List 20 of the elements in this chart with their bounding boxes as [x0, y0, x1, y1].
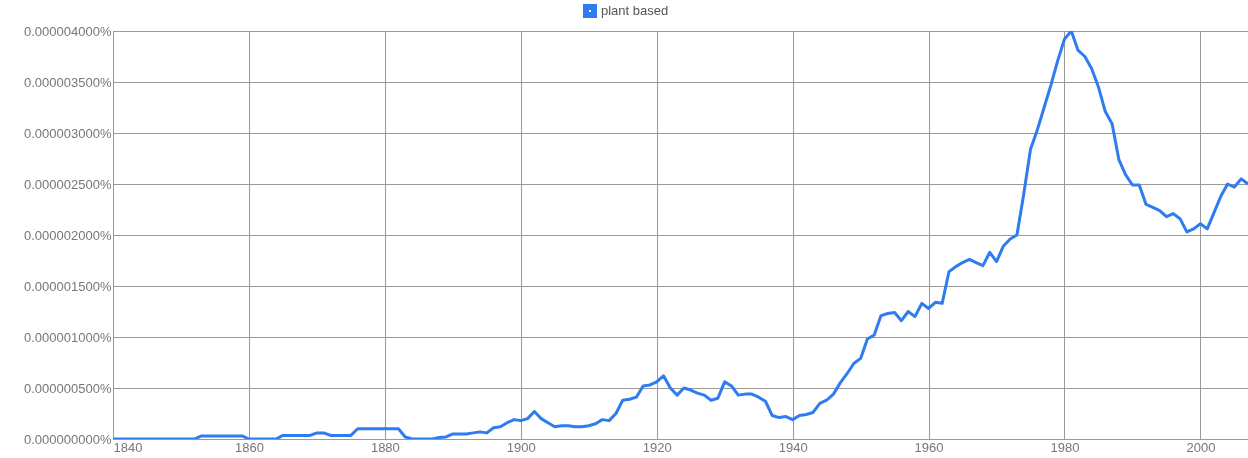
x-tick-label: 2000 [1186, 439, 1216, 455]
y-tick-label: 0.000000000% [24, 431, 112, 447]
y-tick-label: 0.000003000% [24, 125, 112, 141]
legend-label: plant based [601, 3, 669, 18]
x-tick-label: 1860 [234, 439, 264, 455]
y-tick-label: 0.000000500% [24, 380, 112, 396]
x-tick-label: 1880 [370, 439, 400, 455]
x-tick-label: 1980 [1050, 439, 1080, 455]
y-tick-label: 0.000004000% [24, 23, 112, 39]
y-tick-label: 0.000001000% [24, 329, 112, 345]
line-series [113, 31, 1248, 439]
y-tick-label: 0.000002500% [24, 176, 112, 192]
x-tick-label: 1920 [642, 439, 672, 455]
y-tick-label: 0.000003500% [24, 74, 112, 90]
y-tick-label: 0.000002000% [24, 227, 112, 243]
y-tick-label: 0.000001500% [24, 278, 112, 294]
x-tick-label: 1940 [778, 439, 808, 455]
x-tick-label: 1900 [506, 439, 536, 455]
x-tick-label: 1840 [113, 439, 143, 455]
x-tick-label: 1960 [914, 439, 944, 455]
